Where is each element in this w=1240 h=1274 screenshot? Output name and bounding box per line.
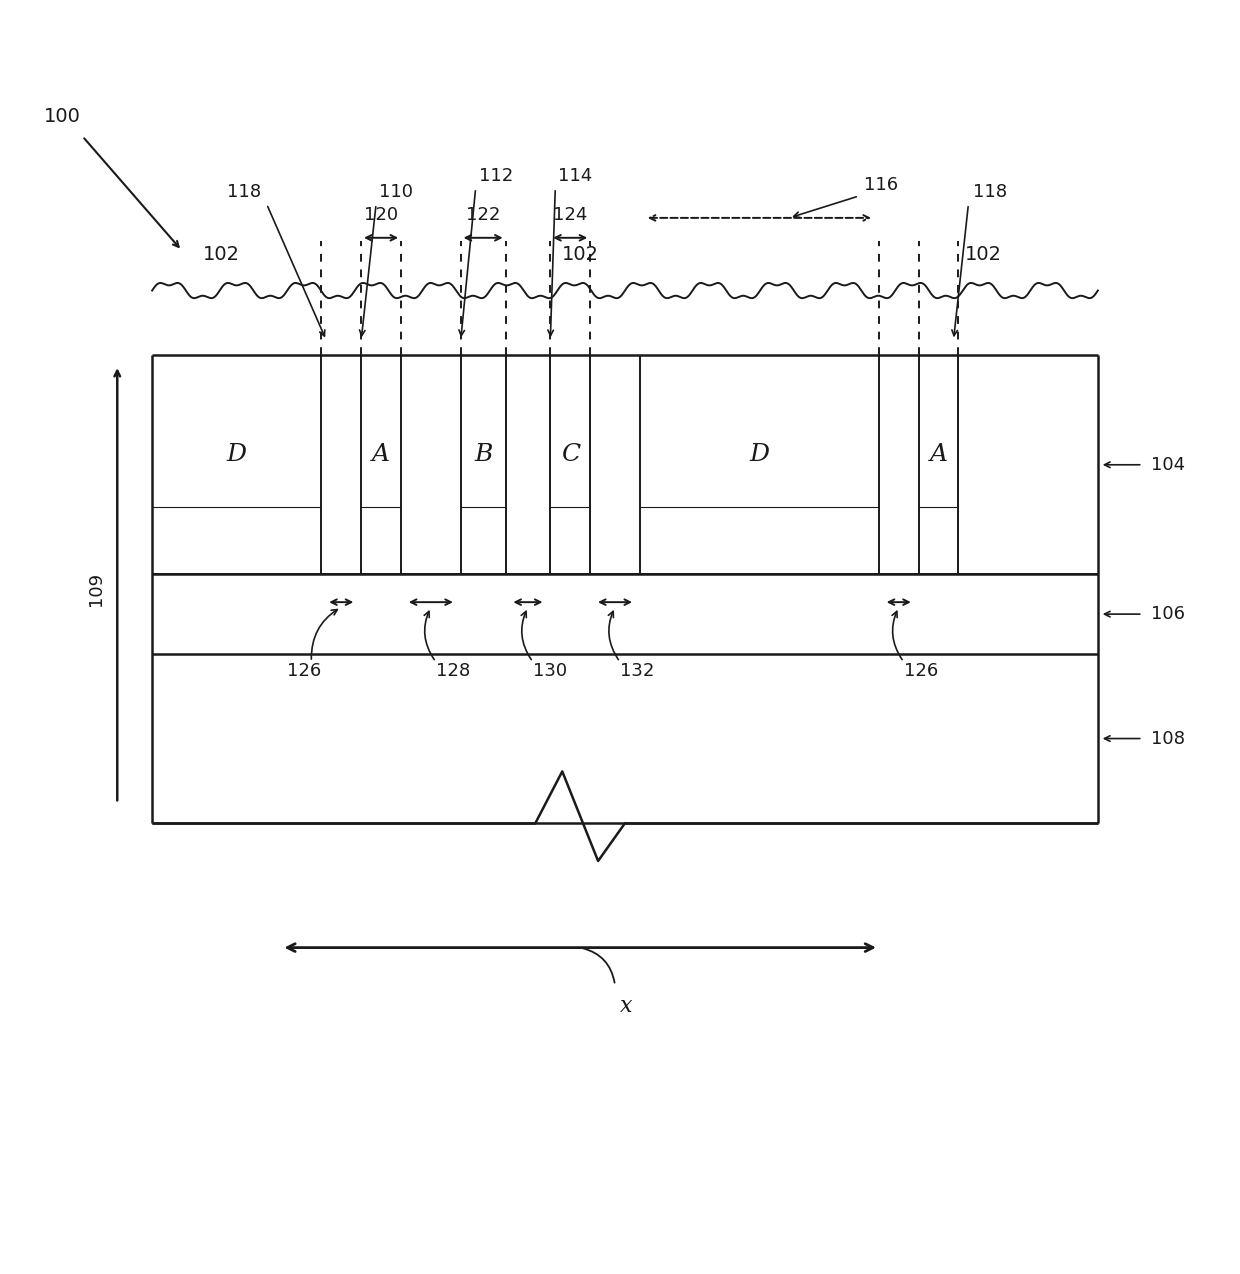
Text: 110: 110 (379, 183, 413, 201)
Text: D: D (227, 443, 247, 466)
Text: 102: 102 (965, 245, 1002, 264)
Text: A: A (930, 443, 947, 466)
Text: 122: 122 (466, 206, 500, 224)
Text: 114: 114 (558, 167, 593, 185)
Text: 130: 130 (533, 662, 567, 680)
Text: 104: 104 (1151, 456, 1184, 474)
Text: 132: 132 (620, 662, 655, 680)
Text: 124: 124 (553, 206, 588, 224)
Text: 126: 126 (904, 662, 937, 680)
Text: A: A (372, 443, 391, 466)
Text: 118: 118 (973, 183, 1008, 201)
Text: 112: 112 (479, 167, 513, 185)
Text: D: D (749, 443, 769, 466)
Text: 102: 102 (562, 245, 599, 264)
Text: 106: 106 (1151, 605, 1184, 623)
Text: 116: 116 (864, 176, 898, 194)
Text: 102: 102 (203, 245, 241, 264)
Text: 126: 126 (286, 662, 321, 680)
Text: 108: 108 (1151, 730, 1184, 748)
Text: 118: 118 (227, 183, 262, 201)
Text: C: C (560, 443, 580, 466)
Text: 109: 109 (87, 572, 105, 606)
Text: 128: 128 (435, 662, 470, 680)
Text: x: x (620, 995, 632, 1018)
Text: 100: 100 (45, 107, 81, 126)
Text: 120: 120 (365, 206, 398, 224)
Text: B: B (474, 443, 492, 466)
